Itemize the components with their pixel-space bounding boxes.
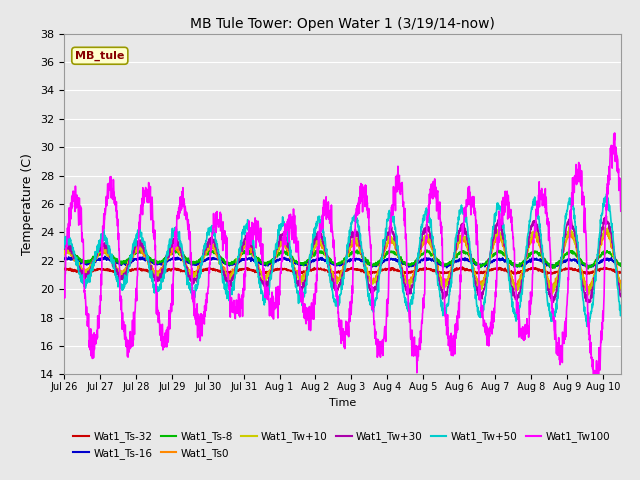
Legend: Wat1_Ts-32, Wat1_Ts-16, Wat1_Ts-8, Wat1_Ts0, Wat1_Tw+10, Wat1_Tw+30, Wat1_Tw+50,: Wat1_Ts-32, Wat1_Ts-16, Wat1_Ts-8, Wat1_…: [69, 427, 614, 463]
Y-axis label: Temperature (C): Temperature (C): [22, 153, 35, 255]
Text: MB_tule: MB_tule: [75, 51, 125, 61]
X-axis label: Time: Time: [329, 397, 356, 408]
Title: MB Tule Tower: Open Water 1 (3/19/14-now): MB Tule Tower: Open Water 1 (3/19/14-now…: [190, 17, 495, 31]
